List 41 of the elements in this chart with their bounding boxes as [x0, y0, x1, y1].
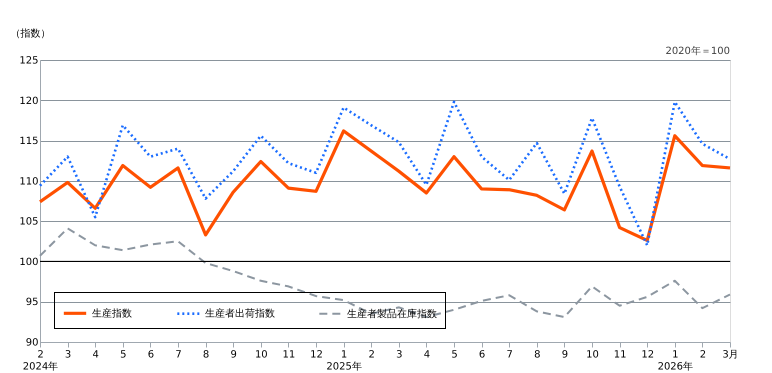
x-tick-label: 5 [451, 350, 458, 360]
x-tick-label: 7 [506, 350, 513, 360]
x-tick-label: 12 [641, 350, 654, 360]
x-tick-label: 3 [396, 350, 402, 360]
y-tick-label: 125 [19, 56, 38, 66]
x-tick-label: 3 [64, 350, 72, 360]
x-tick-label: 9 [562, 350, 568, 360]
x-tick-label: 4 [92, 350, 99, 360]
x-tick-label: 8 [202, 350, 210, 360]
x-tick-label: 1 2025年 [326, 350, 362, 372]
line-series [39, 227, 731, 318]
y-tick-label: 110 [19, 176, 38, 188]
y-tick-label: 90 [26, 338, 38, 348]
legend-label: 生産者出荷指数 [205, 308, 275, 320]
y-tick-label: 115 [19, 136, 38, 148]
x-tick-label: 12 [310, 350, 323, 360]
text: 2020年＝100 [665, 45, 730, 57]
x-tick-label: 6 [478, 350, 486, 360]
legend-label: 生産指数 [92, 307, 132, 320]
x-tick-label: 9 [230, 350, 237, 360]
x-tick-label: 5 [120, 350, 126, 360]
y-tick-label: 105 [19, 216, 38, 228]
x-tick-label: 10 [586, 350, 599, 360]
x-tick-label: 11 [614, 350, 626, 360]
y-tick-label: 120 [19, 96, 38, 107]
x-tick-label: 4 [424, 350, 430, 360]
line-series [38, 129, 732, 242]
y-tick-label: 95 [26, 297, 38, 308]
x-tick-label: 11 [282, 350, 296, 360]
x-tick-label: 10 [254, 350, 268, 360]
x-tick-label: 1 2026年 [658, 350, 694, 372]
x-tick-label: 7 [175, 350, 182, 360]
legend-label: 生産者製品在庫指数 [347, 308, 437, 320]
x-tick-label: 2 [700, 350, 706, 360]
x-tick-label: 8 [534, 350, 540, 360]
x-tick-label: 3月 [722, 350, 739, 360]
x-tick-label: 2 [368, 350, 375, 360]
x-tick-label: 6 [148, 350, 154, 360]
y-axis-title: （指数） [10, 28, 50, 40]
x-tick-label: 2 2024年 [22, 350, 58, 372]
y-tick-label: 100 [19, 256, 38, 268]
